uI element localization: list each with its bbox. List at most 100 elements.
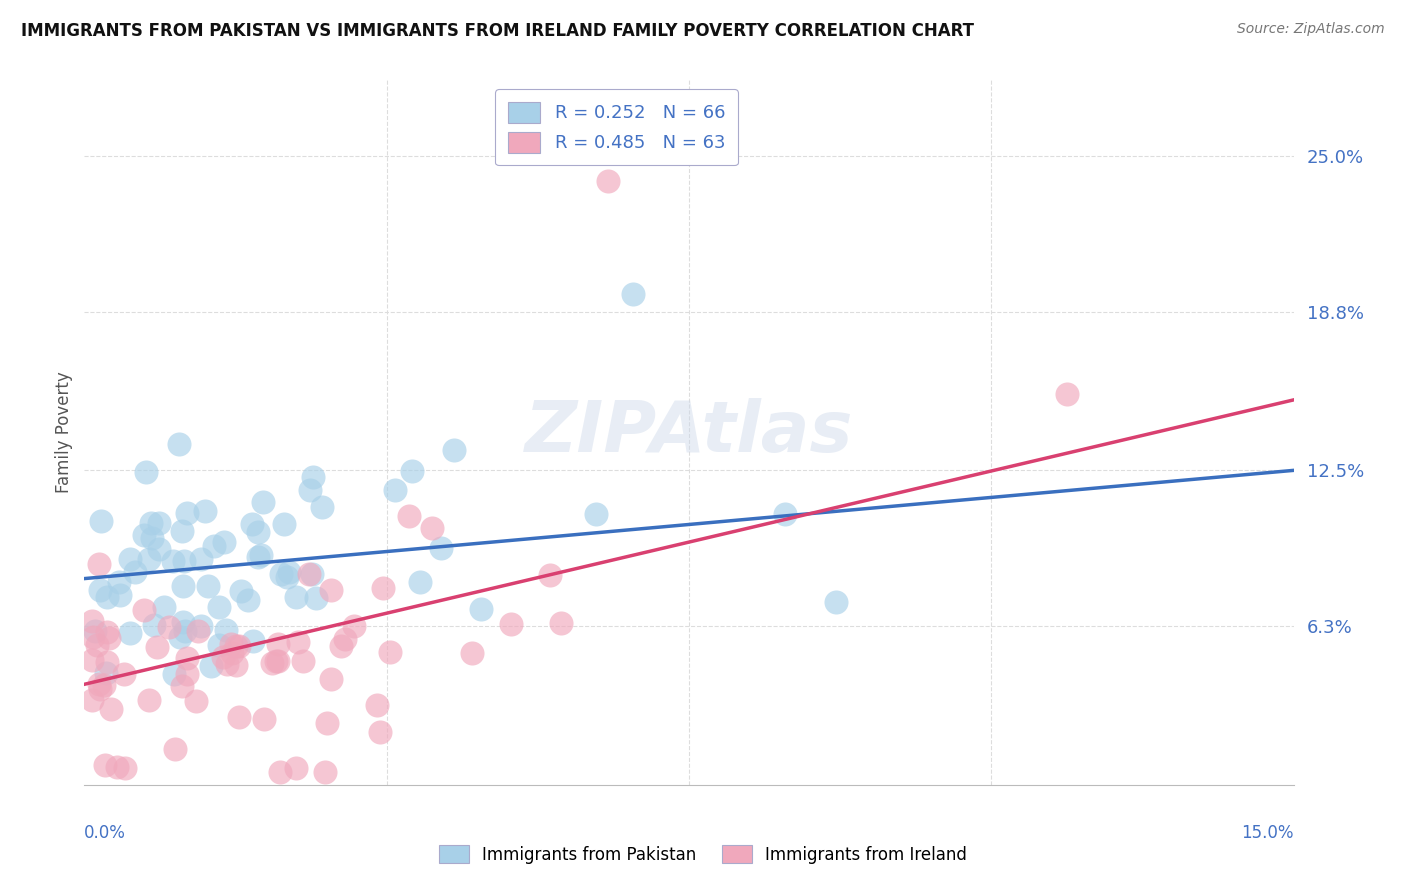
Point: [470, 602, 492, 616]
Point: [138, 552, 160, 566]
Point: [501, 616, 523, 631]
Point: [172, 579, 194, 593]
Text: 15.0%: 15.0%: [1241, 824, 1294, 842]
Point: [292, 654, 315, 668]
Point: [173, 554, 195, 568]
Point: [176, 667, 198, 681]
Point: [298, 566, 321, 581]
Point: [108, 588, 131, 602]
Point: [598, 174, 620, 188]
Point: [314, 765, 336, 780]
Point: [242, 634, 264, 648]
Point: [378, 645, 401, 659]
Point: [120, 626, 142, 640]
Point: [208, 638, 231, 652]
Point: [94, 758, 117, 772]
Point: [194, 503, 217, 517]
Point: [1056, 386, 1078, 401]
Point: [273, 517, 295, 532]
Point: [174, 624, 197, 639]
Point: [208, 600, 231, 615]
Point: [398, 509, 420, 524]
Point: [89, 681, 111, 696]
Point: [93, 678, 115, 692]
Point: [384, 483, 406, 498]
Point: [176, 651, 198, 665]
Point: [278, 565, 301, 579]
Point: [315, 716, 337, 731]
Point: [443, 443, 465, 458]
Point: [112, 666, 135, 681]
Point: [252, 494, 274, 508]
Point: [301, 566, 323, 581]
Point: [153, 600, 176, 615]
Point: [146, 640, 169, 654]
Point: [229, 584, 252, 599]
Y-axis label: Family Poverty: Family Poverty: [55, 372, 73, 493]
Point: [97, 631, 120, 645]
Point: [246, 524, 269, 539]
Point: [401, 464, 423, 478]
Point: [134, 603, 156, 617]
Point: [373, 582, 395, 596]
Point: [366, 698, 388, 712]
Point: [96, 625, 118, 640]
Point: [238, 592, 260, 607]
Point: [163, 666, 186, 681]
Point: [269, 765, 291, 780]
Text: IMMIGRANTS FROM PAKISTAN VS IMMIGRANTS FROM IRELAND FAMILY POVERTY CORRELATION C: IMMIGRANTS FROM PAKISTAN VS IMMIGRANTS F…: [21, 22, 974, 40]
Point: [267, 654, 290, 668]
Point: [284, 591, 307, 605]
Point: [107, 574, 129, 589]
Point: [169, 437, 191, 451]
Point: [319, 673, 342, 687]
Point: [461, 646, 484, 660]
Point: [82, 630, 104, 644]
Point: [270, 567, 292, 582]
Point: [298, 483, 321, 497]
Point: [215, 657, 238, 671]
Text: 0.0%: 0.0%: [84, 824, 127, 842]
Point: [190, 619, 212, 633]
Point: [215, 624, 238, 638]
Point: [134, 527, 156, 541]
Point: [96, 655, 118, 669]
Point: [89, 557, 111, 571]
Point: [343, 619, 366, 633]
Text: Source: ZipAtlas.com: Source: ZipAtlas.com: [1237, 22, 1385, 37]
Point: [187, 624, 209, 639]
Point: [225, 639, 247, 653]
Point: [247, 550, 270, 565]
Point: [225, 658, 247, 673]
Point: [190, 552, 212, 566]
Point: [221, 646, 243, 660]
Legend: Immigrants from Pakistan, Immigrants from Ireland: Immigrants from Pakistan, Immigrants fro…: [433, 838, 973, 871]
Point: [138, 693, 160, 707]
Point: [141, 531, 163, 545]
Point: [82, 693, 104, 707]
Point: [163, 742, 186, 756]
Point: [621, 287, 644, 301]
Point: [550, 616, 572, 631]
Point: [321, 582, 343, 597]
Point: [305, 591, 328, 606]
Point: [330, 639, 353, 653]
Point: [212, 534, 235, 549]
Point: [89, 583, 111, 598]
Point: [219, 637, 242, 651]
Point: [287, 634, 309, 648]
Point: [142, 618, 165, 632]
Point: [84, 624, 107, 638]
Point: [773, 507, 796, 521]
Point: [82, 614, 104, 628]
Point: [172, 679, 194, 693]
Point: [333, 632, 356, 646]
Point: [284, 762, 307, 776]
Point: [186, 693, 208, 707]
Point: [124, 566, 146, 580]
Point: [585, 508, 607, 522]
Point: [176, 506, 198, 520]
Point: [302, 470, 325, 484]
Point: [212, 650, 235, 665]
Point: [202, 539, 225, 553]
